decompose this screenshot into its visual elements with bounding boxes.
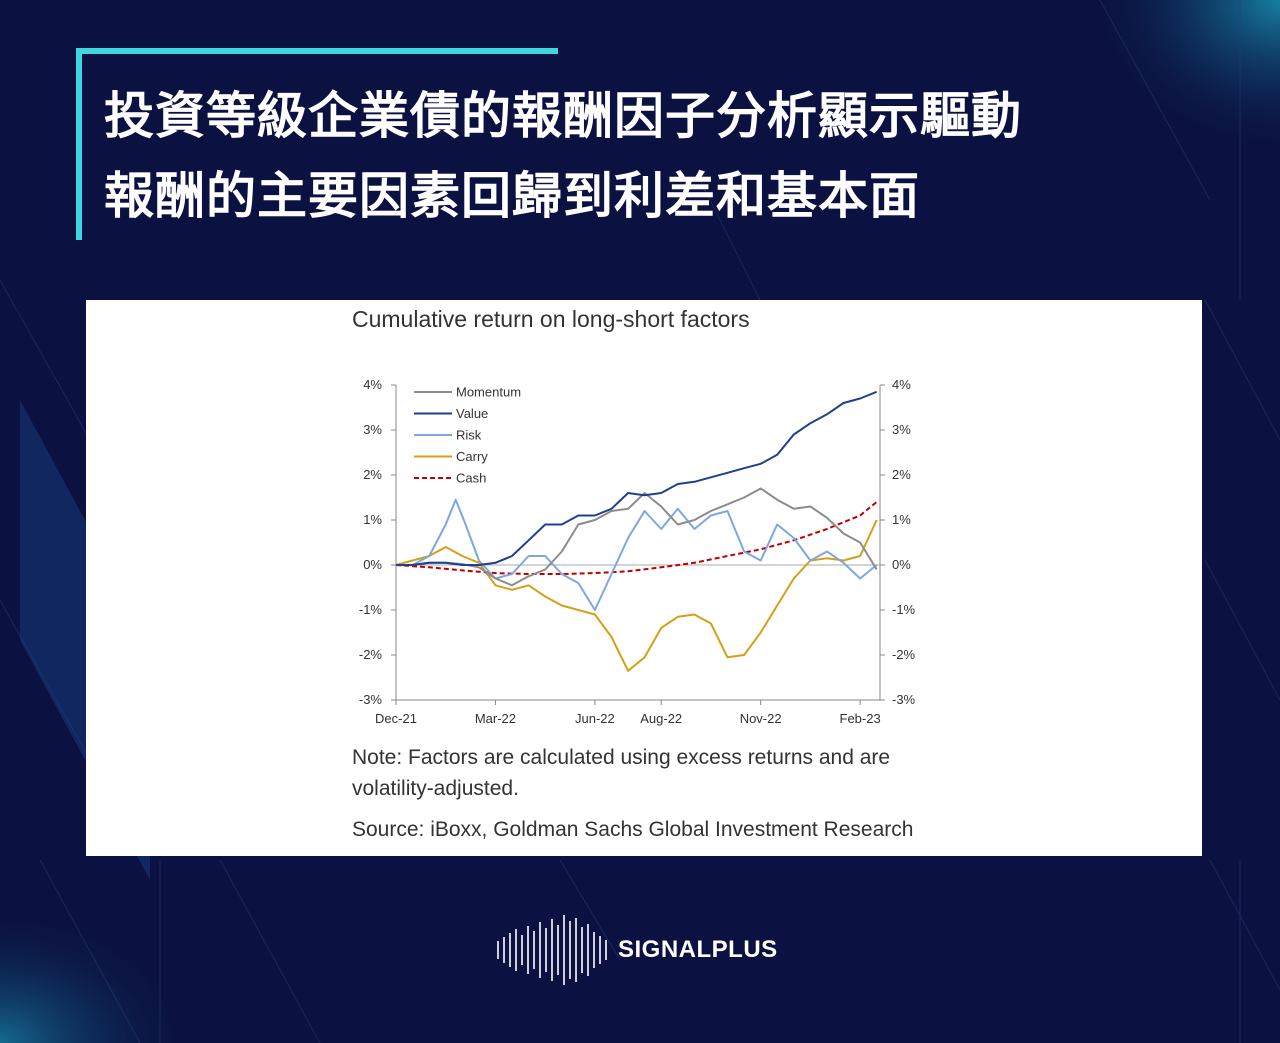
series-line-carry <box>395 519 878 672</box>
title-frame <box>76 48 558 240</box>
y-tick-label-left: -1% <box>359 602 383 617</box>
y-tick-label-right: 0% <box>892 557 911 572</box>
chart-note: Note: Factors are calculated using exces… <box>352 746 891 800</box>
chart-legend: Momentum Value Risk Carry Cash <box>414 385 521 486</box>
headline-line-2: 報酬的主要因素回歸到利差和基本面 <box>104 167 920 225</box>
y-tick-label-left: 3% <box>363 422 382 437</box>
chart-card: Cumulative return on long-short factors … <box>86 300 1202 856</box>
x-tick-label: Jun-22 <box>575 711 615 726</box>
headline: 投資等級企業債的報酬因子分析顯示驅動 報酬的主要因素回歸到利差和基本面 <box>104 76 1244 236</box>
y-tick-label-right: 4% <box>892 377 911 392</box>
legend-label-momentum: Momentum <box>456 385 521 400</box>
legend-label-carry: Carry <box>456 449 488 464</box>
y-tick-label-left: 1% <box>363 512 382 527</box>
y-tick-label-right: -2% <box>892 647 916 662</box>
series-line-value <box>396 390 878 566</box>
chart-lines <box>395 390 878 672</box>
legend-label-cash: Cash <box>456 471 486 486</box>
y-tick-label-right: 1% <box>892 512 911 527</box>
legend-label-risk: Risk <box>456 428 482 443</box>
x-tick-label: Dec-21 <box>375 711 417 726</box>
legend-label-value: Value <box>456 406 488 421</box>
y-tick-label-right: -1% <box>892 602 916 617</box>
chart-title: Cumulative return on long-short factors <box>352 306 750 332</box>
y-tick-label-right: -3% <box>892 692 916 707</box>
y-tick-label-left: -2% <box>359 647 383 662</box>
headline-line-1: 投資等級企業債的報酬因子分析顯示驅動 <box>104 87 1022 145</box>
x-tick-label: Aug-22 <box>640 711 682 726</box>
y-tick-label-right: 3% <box>892 422 911 437</box>
series-line-momentum <box>396 487 878 587</box>
signalplus-logo: SIGNALPLUS <box>494 908 794 992</box>
y-tick-label-left: 4% <box>363 377 382 392</box>
y-tick-label-left: 2% <box>363 467 382 482</box>
chart-source: Source: iBoxx, Goldman Sachs Global Inve… <box>352 818 914 841</box>
y-tick-label-left: -3% <box>359 692 383 707</box>
x-tick-label: Nov-22 <box>740 711 782 726</box>
y-tick-label-left: 0% <box>363 557 382 572</box>
waveform-icon <box>497 915 607 985</box>
x-tick-label: Feb-23 <box>840 711 881 726</box>
y-tick-label-right: 2% <box>892 467 911 482</box>
series-line-cash <box>395 501 878 575</box>
line-chart: 4% 4% 3% 3% 2% 2% 1% 1% 0% 0% -1% -1% -2% -2% -3% -3% De… <box>359 377 916 726</box>
chart-axes: 4% 4% 3% 3% 2% 2% 1% 1% 0% 0% -1% -1% -2% -2% -3% -3% De… <box>359 377 916 726</box>
series-line-risk <box>396 498 878 611</box>
brand-name: SIGNALPLUS <box>618 936 778 963</box>
x-tick-label: Mar-22 <box>475 711 516 726</box>
